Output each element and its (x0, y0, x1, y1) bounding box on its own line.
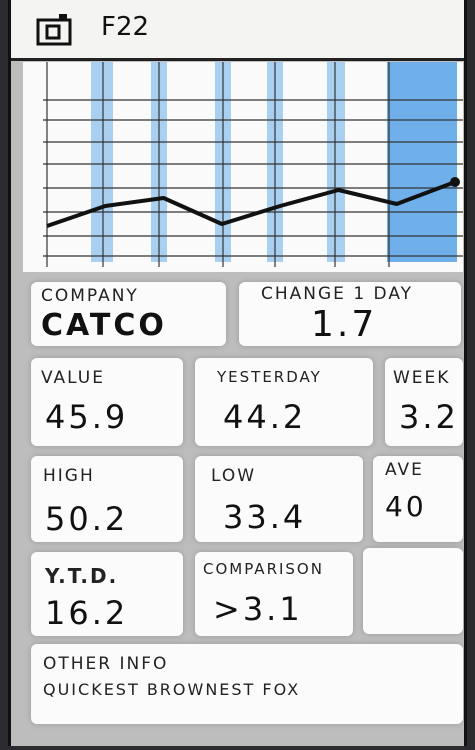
yesterday-label: YESTERDAY (217, 368, 322, 386)
low-label: LOW (211, 466, 256, 486)
yesterday-value: 44.2 (223, 398, 306, 436)
comparison-label: COMPARISON (203, 560, 324, 578)
ytd-value: 16.2 (45, 594, 128, 632)
high-value: 50.2 (45, 500, 128, 538)
ytd-cell: Y.T.D. 16.2 (31, 552, 183, 636)
change-value: 1.7 (311, 304, 377, 345)
header-title: F22 (101, 12, 149, 42)
other-info-label: OTHER INFO (43, 654, 168, 674)
last-point (450, 177, 460, 187)
phone-frame: F22 COMPANY CATCO CHANGE 1 DAY (8, 0, 467, 746)
high-label: HIGH (43, 466, 95, 486)
week-label: WEEK (393, 368, 450, 388)
ave-label: AVE (385, 460, 424, 480)
ytd-label: Y.T.D. (45, 564, 118, 588)
company-cell: COMPANY CATCO (31, 282, 226, 346)
ave-value: 40 (385, 490, 427, 523)
empty-cell (363, 548, 463, 634)
ave-cell: AVE 40 (373, 456, 463, 542)
value-value: 45.9 (45, 398, 128, 436)
comparison-value: >3.1 (213, 590, 303, 628)
other-info-value: QUICKEST BROWNEST FOX (43, 680, 300, 699)
header: F22 (11, 0, 464, 61)
high-cell: HIGH 50.2 (31, 456, 183, 542)
value-cell: VALUE 45.9 (31, 358, 183, 446)
low-value: 33.4 (223, 498, 306, 536)
week-value: 3.2 (399, 398, 459, 436)
week-cell: WEEK 3.2 (385, 358, 463, 446)
company-value: CATCO (41, 308, 167, 343)
chart (23, 62, 463, 272)
chart-panel (23, 62, 463, 272)
comparison-cell: COMPARISON >3.1 (195, 552, 353, 636)
change-cell: CHANGE 1 DAY 1.7 (239, 282, 461, 346)
change-label: CHANGE 1 DAY (261, 284, 413, 304)
app-icon (35, 12, 75, 48)
page: {"header": {"title": "F22"}, "chart": {"… (0, 0, 475, 750)
low-cell: LOW 33.4 (195, 456, 363, 542)
company-label: COMPANY (41, 286, 139, 306)
yesterday-cell: YESTERDAY 44.2 (195, 358, 373, 446)
value-label: VALUE (41, 368, 105, 388)
other-info-cell: OTHER INFO QUICKEST BROWNEST FOX (31, 644, 463, 724)
